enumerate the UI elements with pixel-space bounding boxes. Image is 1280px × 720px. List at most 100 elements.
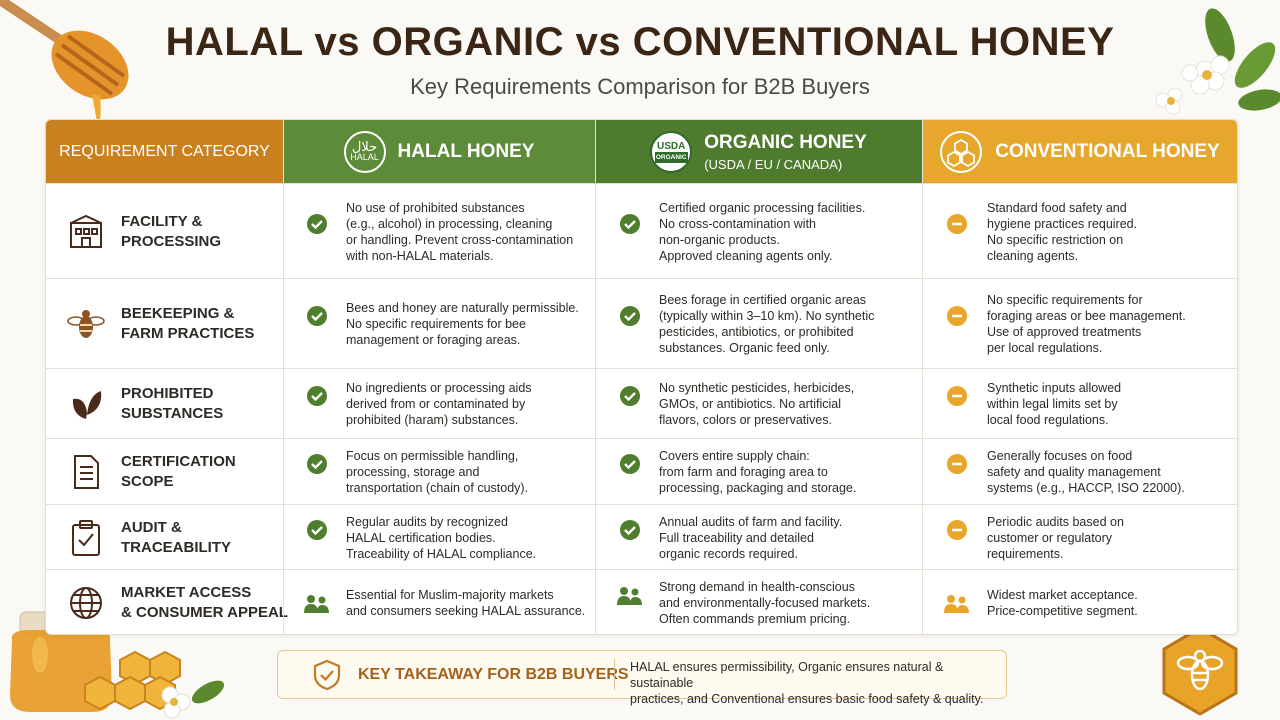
cell-text: Synthetic inputs allowed within legal lim… <box>987 380 1121 428</box>
cell-line: Essential for Muslim-majority markets <box>346 587 554 602</box>
category-line: & CONSUMER APPEAL <box>121 603 288 621</box>
cell-line: Periodic audits based on <box>987 514 1124 529</box>
people-icon <box>617 586 642 605</box>
cell-line: HALAL certification bodies. <box>346 530 496 545</box>
cell-line: cleaning agents. <box>987 248 1079 263</box>
cell-line: Bees forage in certified organic areas <box>659 293 867 307</box>
cell-line: prohibited (haram) substances. <box>346 413 519 427</box>
badge-text: HALAL <box>350 151 379 162</box>
halal-badge: حلال HALAL <box>343 130 386 173</box>
badge-text: حلال <box>351 138 378 154</box>
category-icon <box>70 586 102 619</box>
check-icon <box>620 454 640 474</box>
badge-text: ORGANIC <box>654 151 688 163</box>
cell-line: or handling. Prevent cross-contamination <box>346 232 574 247</box>
category-line: AUDIT & <box>121 518 182 536</box>
cell-text: Periodic audits based on customer or regu… <box>987 514 1124 562</box>
cell-line: safety and quality management <box>987 465 1161 479</box>
check-icon <box>620 519 640 540</box>
cell-text: Bees forage in certified organic areas (t… <box>659 292 874 356</box>
check-icon <box>620 386 640 406</box>
cell-line: Standard food safety and <box>987 200 1127 215</box>
cell-text: Bees and honey are naturally permissible… <box>346 300 579 348</box>
minus-icon <box>947 213 967 234</box>
bee-badge <box>1162 626 1238 716</box>
minus-icon <box>947 306 967 326</box>
cell-line: No cross-contamination with <box>659 216 817 231</box>
table-row: BEEKEEPING & FARM PRACTICES Bees and honey… <box>46 278 1237 369</box>
category-icon <box>67 310 105 338</box>
category-line: CERTIFICATION <box>121 453 236 470</box>
cell-line: hygiene practices required. <box>987 216 1138 231</box>
takeaway-line: HALAL ensures permissibility, Organic en… <box>630 660 944 690</box>
cell-line: non-organic products. <box>659 232 780 247</box>
category-line: FACILITY & <box>121 212 203 230</box>
cell-text: Focus on permissible handling, processing… <box>346 448 528 496</box>
subtitle: Key Requirements Comparison for B2B Buye… <box>410 74 870 99</box>
column-header: حلال HALAL HALAL HONEY <box>283 120 595 183</box>
check-icon <box>307 454 327 474</box>
cell-line: Full traceability and detailed <box>659 530 814 545</box>
cell-text: No use of prohibited substances (e.g., al… <box>346 200 573 264</box>
cell-line: local food regulations. <box>987 413 1109 427</box>
column-label: REQUIREMENT CATEGORY <box>59 142 270 160</box>
table-row: CERTIFICATION SCOPE Focus on permissible h… <box>46 438 1237 505</box>
minus-icon <box>947 519 967 540</box>
takeaway-box: KEY TAKEAWAY FOR B2B BUYERS HALAL ensure… <box>277 650 1007 706</box>
cell-line: transportation (chain of custody). <box>346 481 529 495</box>
cell-line: substances. Organic feed only. <box>659 341 830 355</box>
check-icon <box>307 306 327 326</box>
category-label: MARKET ACCESS & CONSUMER APPEAL <box>121 583 288 623</box>
organic-badge: USDA ORGANIC <box>650 130 693 173</box>
cell-line: Widest market acceptance. <box>987 587 1138 602</box>
cell-line: Bees and honey are naturally permissible… <box>346 301 579 315</box>
comparison-table: REQUIREMENT CATEGORY حلال HALAL HALAL HONEY… <box>45 119 1238 635</box>
minus-icon <box>947 454 967 474</box>
column-label: CONVENTIONAL HONEY <box>995 140 1220 162</box>
column-divider <box>922 120 923 634</box>
cell-text: Certified organic processing facilities.… <box>659 200 865 264</box>
takeaway-title: KEY TAKEAWAY FOR B2B BUYERS <box>358 666 629 683</box>
cell-line: Traceability of HALAL compliance. <box>346 546 537 561</box>
cell-text: Regular audits by recognized HALAL certif… <box>346 514 536 562</box>
cell-line: systems (e.g., HACCP, ISO 22000). <box>987 481 1185 495</box>
category-line: SCOPE <box>121 473 174 490</box>
cell-line: Use of approved treatments <box>987 325 1142 339</box>
cell-line: No specific requirements for <box>987 293 1143 307</box>
cell-text: Widest market acceptance. Price-competiti… <box>987 587 1138 619</box>
column-title: HALAL HONEY <box>398 141 535 163</box>
column-header: CONVENTIONAL HONEY <box>922 120 1237 183</box>
separator <box>614 659 615 690</box>
check-icon <box>307 386 327 406</box>
badge-text: USDA <box>657 140 686 152</box>
category-label: PROHIBITED SUBSTANCES <box>121 384 223 424</box>
cell-line: customer or regulatory <box>987 530 1113 545</box>
cell-line: Strong demand in health-conscious <box>659 579 855 594</box>
cell-line: Annual audits of farm and facility. <box>659 514 843 529</box>
cell-line: management or foraging areas. <box>346 333 521 347</box>
cell-text: Covers entire supply chain: from farm and… <box>659 448 856 496</box>
column-header: USDA ORGANIC ORGANIC HONEY (USDA / EU / CAN… <box>595 120 922 183</box>
takeaway-text: HALAL ensures permissibility, Organic en… <box>630 659 1006 707</box>
column-label: HALAL HONEY <box>397 140 535 162</box>
table-row: MARKET ACCESS & CONSUMER APPEAL Essential … <box>46 569 1237 634</box>
cell-text: Essential for Muslim-majority markets and… <box>346 587 585 619</box>
cell-line: (typically within 3–10 km). No synthetic <box>659 309 875 323</box>
column-sublabel: (USDA / EU / CANADA) <box>704 156 843 172</box>
cell-line: flavors, colors or preservatives. <box>659 413 832 427</box>
cell-line: Generally focuses on food <box>987 449 1133 463</box>
column-title: ORGANIC HONEY (USDA / EU / CANADA) <box>704 132 867 172</box>
honeycomb-icon <box>940 130 983 173</box>
cell-text: No specific requirements for foraging are… <box>987 292 1186 356</box>
column-title: REQUIREMENT CATEGORY <box>59 143 270 161</box>
cell-line: Often commands premium pricing. <box>659 611 851 626</box>
column-header: REQUIREMENT CATEGORY <box>46 120 283 183</box>
column-divider <box>283 120 284 634</box>
cell-line: from farm and foraging area to <box>659 465 828 479</box>
people-icon <box>304 594 329 613</box>
category-line: BEEKEEPING & <box>121 305 235 322</box>
shield-icon <box>313 659 341 691</box>
cell-text: No synthetic pesticides, herbicides, GMOs… <box>659 380 854 428</box>
honey-dipper <box>0 0 129 128</box>
